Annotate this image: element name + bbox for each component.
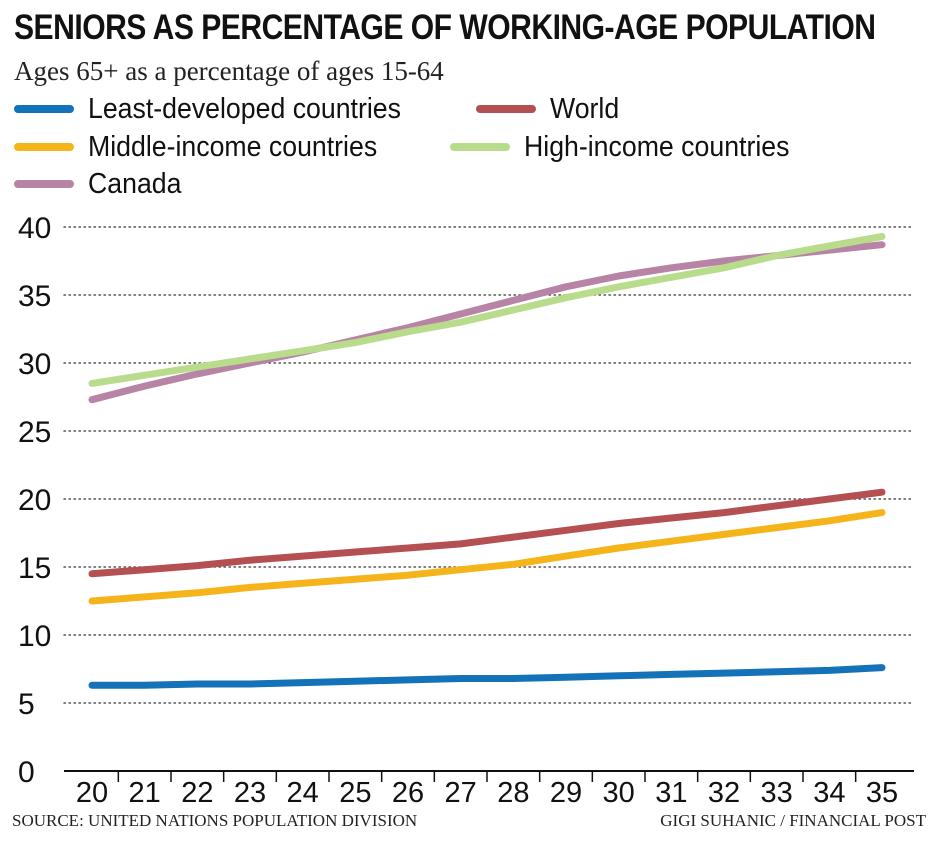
legend-swatch <box>14 105 74 113</box>
x-tick-label: 21 <box>129 777 161 809</box>
series-line-world <box>88 488 886 578</box>
y-tick-label: 40 <box>18 212 51 245</box>
legend-label: World <box>550 92 620 125</box>
y-tick-label: 15 <box>18 552 51 585</box>
y-tick-label: 25 <box>18 416 51 449</box>
x-tick-label: 25 <box>339 777 371 809</box>
legend-item-world: World <box>476 92 625 126</box>
x-tick-label: 24 <box>287 777 319 809</box>
chart-title: SENIORS AS PERCENTAGE OF WORKING-AGE POP… <box>14 8 876 47</box>
y-tick-label: 30 <box>18 348 51 381</box>
credit-note: GIGI SUHANIC / FINANCIAL POST <box>660 811 926 830</box>
series-line-high-income-countries <box>88 233 886 387</box>
x-tick-label: 28 <box>497 777 529 809</box>
x-tick-label: 29 <box>550 777 582 809</box>
series-line-middle-income-countries <box>88 509 886 605</box>
x-tick-label: 23 <box>234 777 266 809</box>
x-tick-label: 35 <box>866 777 898 809</box>
x-tick-label: 26 <box>392 777 424 809</box>
y-tick-label: 5 <box>18 688 35 721</box>
chart-subtitle: Ages 65+ as a percentage of ages 15-64 <box>14 56 444 86</box>
legend-label: Middle-income countries <box>88 130 378 163</box>
series-line-canada <box>88 241 886 404</box>
legend-swatch <box>476 105 536 113</box>
x-tick-label: 34 <box>813 777 845 809</box>
x-tick-label: 31 <box>655 777 687 809</box>
x-tick-label: 32 <box>708 777 740 809</box>
y-tick-label: 10 <box>18 620 51 653</box>
legend-item-middle-income: Middle-income countries <box>14 130 402 164</box>
legend-swatch <box>14 143 74 151</box>
x-tick-label: 22 <box>181 777 213 809</box>
legend-swatch <box>14 180 74 188</box>
y-tick-label: 35 <box>18 280 51 313</box>
y-tick-label: 20 <box>18 484 51 517</box>
legend-item-canada: Canada <box>14 167 190 201</box>
source-note: SOURCE: UNITED NATIONS POPULATION DIVISI… <box>12 811 418 830</box>
legend-label: Least-developed countries <box>88 92 401 125</box>
legend-swatch <box>450 143 510 151</box>
x-tick-label: 30 <box>603 777 635 809</box>
x-tick-label: 27 <box>445 777 477 809</box>
legend-label: High-income countries <box>524 130 790 163</box>
series-line-least-developed-countries <box>88 664 886 689</box>
legend-label: Canada <box>88 167 182 200</box>
legend-item-high-income: High-income countries <box>450 130 813 164</box>
legend-item-least-developed: Least-developed countries <box>14 92 428 126</box>
x-tick-label: 20 <box>76 777 108 809</box>
y-tick-label: 0 <box>18 756 35 789</box>
x-tick-label: 33 <box>761 777 793 809</box>
